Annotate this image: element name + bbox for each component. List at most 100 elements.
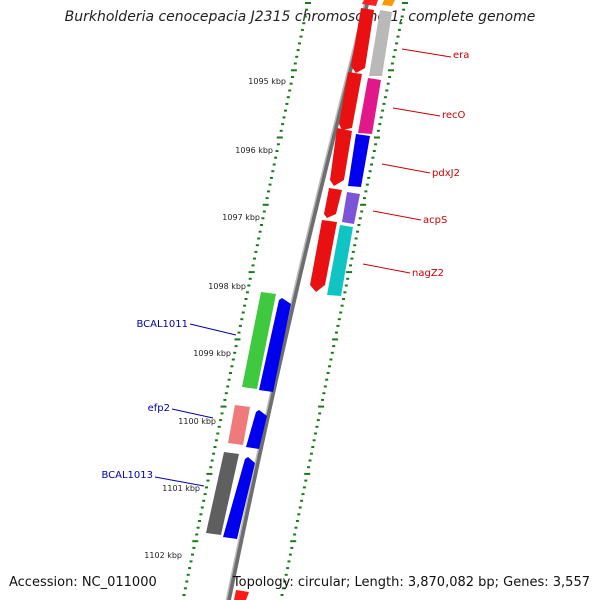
ruler-tick bbox=[300, 28, 304, 31]
gene-feature[interactable] bbox=[310, 220, 337, 292]
ruler-tick bbox=[244, 298, 248, 300]
ruler-tick bbox=[286, 567, 290, 570]
ruler-tick bbox=[386, 82, 390, 85]
right-strand-genes bbox=[310, 0, 378, 292]
ruler-label: 1101 kbp bbox=[162, 484, 200, 493]
ruler-tick bbox=[351, 250, 355, 253]
ruler-tick bbox=[358, 217, 362, 220]
gene-label-era[interactable]: era bbox=[453, 50, 469, 61]
gene-label-efp2[interactable]: efp2 bbox=[148, 403, 170, 414]
chromosome-backbone-highlight bbox=[225, 0, 367, 600]
label-leader-line bbox=[154, 476, 205, 487]
ruler-tick bbox=[185, 580, 189, 583]
ruler-tick bbox=[241, 311, 245, 314]
ruler-tick bbox=[316, 419, 320, 422]
ruler-tick bbox=[286, 96, 290, 99]
ruler-tick bbox=[275, 150, 279, 152]
ruler-label: 1102 kbp bbox=[144, 551, 182, 560]
gene-label-pdxj2[interactable]: pdxJ2 bbox=[432, 168, 460, 179]
ruler-tick bbox=[257, 237, 261, 240]
cds-feature[interactable] bbox=[348, 134, 370, 187]
ruler-tick bbox=[274, 156, 278, 159]
ruler-tick bbox=[336, 324, 340, 327]
ruler-tick bbox=[376, 129, 380, 132]
ruler-tick bbox=[318, 405, 325, 408]
gene-label-reco[interactable]: recO bbox=[442, 110, 466, 121]
ruler-tick bbox=[309, 452, 313, 455]
ruler-tick bbox=[248, 271, 255, 274]
cds-feature[interactable] bbox=[358, 78, 381, 134]
ruler-tick bbox=[349, 264, 352, 267]
ruler-tick bbox=[354, 237, 358, 240]
ruler-tick bbox=[224, 392, 228, 395]
cds-feature[interactable] bbox=[369, 10, 392, 76]
gene-label-nagz2[interactable]: nagZ2 bbox=[412, 268, 444, 279]
gene-label-bcal1013[interactable]: BCAL1013 bbox=[101, 470, 153, 481]
ruler-tick bbox=[328, 365, 331, 368]
cds-feature[interactable] bbox=[327, 225, 353, 296]
ruler-tick bbox=[189, 560, 193, 563]
ruler-tick bbox=[379, 116, 383, 119]
ruler-tick bbox=[356, 230, 359, 233]
left-features bbox=[206, 292, 291, 600]
ruler-tick bbox=[202, 499, 206, 502]
ruler-tick bbox=[393, 49, 397, 52]
cds-feature[interactable] bbox=[228, 405, 250, 445]
gene-feature[interactable] bbox=[223, 457, 255, 539]
cds-feature[interactable] bbox=[342, 192, 360, 224]
gene-feature[interactable] bbox=[362, 0, 378, 6]
gene-feature[interactable] bbox=[351, 8, 374, 73]
ruler-tick bbox=[299, 35, 303, 38]
ruler-tick bbox=[294, 526, 298, 529]
ruler-tick bbox=[318, 412, 322, 415]
ruler-tick bbox=[237, 331, 241, 334]
ruler-tick bbox=[276, 143, 280, 146]
ruler-tick bbox=[269, 176, 273, 179]
ruler-tick bbox=[283, 580, 287, 583]
gene-feature[interactable] bbox=[246, 410, 267, 449]
gene-label-bcal1011[interactable]: BCAL1011 bbox=[136, 319, 188, 330]
ruler-tick bbox=[261, 217, 265, 220]
ruler-tick bbox=[312, 439, 316, 442]
ruler-tick bbox=[279, 129, 283, 132]
ruler-tick bbox=[288, 553, 292, 556]
ruler-tick bbox=[271, 170, 275, 173]
ruler-tick bbox=[374, 143, 378, 146]
label-leader-line bbox=[401, 48, 452, 58]
ruler-tick bbox=[280, 594, 284, 596]
label-leader-line bbox=[372, 210, 422, 221]
ruler-tick bbox=[305, 2, 311, 4]
cds-feature[interactable] bbox=[382, 0, 395, 6]
ruler-tick bbox=[234, 338, 241, 341]
label-leader-line bbox=[392, 107, 441, 117]
ruler-tick bbox=[295, 520, 299, 522]
label-leader-line bbox=[381, 163, 431, 174]
cds-feature[interactable] bbox=[242, 292, 276, 389]
right-gene-labels: era recO pdxJ2 acpS nagZ2 bbox=[362, 48, 469, 279]
gene-feature[interactable] bbox=[234, 590, 249, 600]
ruler-tick bbox=[267, 190, 270, 193]
ruler-tick bbox=[392, 55, 396, 58]
cds-feature[interactable] bbox=[206, 452, 239, 535]
gene-label-acps[interactable]: acpS bbox=[423, 215, 447, 226]
ruler-tick bbox=[199, 513, 203, 516]
ruler-tick bbox=[335, 331, 338, 334]
ruler-tick bbox=[223, 398, 227, 401]
ruler-tick bbox=[344, 284, 348, 287]
gene-feature[interactable] bbox=[339, 72, 362, 130]
gene-feature[interactable] bbox=[324, 188, 342, 218]
gene-feature[interactable] bbox=[259, 298, 291, 392]
ruler-tick bbox=[326, 372, 330, 374]
ruler-tick bbox=[402, 8, 406, 11]
map-title: Burkholderia cenocepacia J2315 chromosom… bbox=[64, 9, 536, 25]
ruler-tick bbox=[332, 338, 339, 341]
ruler-tick bbox=[302, 22, 306, 25]
ruler-tick bbox=[390, 62, 394, 65]
ruler-label: 1100 kbp bbox=[178, 417, 216, 426]
gene-feature[interactable] bbox=[330, 128, 352, 186]
ruler-tick bbox=[311, 446, 315, 448]
ruler-tick bbox=[191, 553, 194, 556]
ruler-tick bbox=[268, 183, 272, 186]
ruler-tick bbox=[395, 42, 399, 45]
